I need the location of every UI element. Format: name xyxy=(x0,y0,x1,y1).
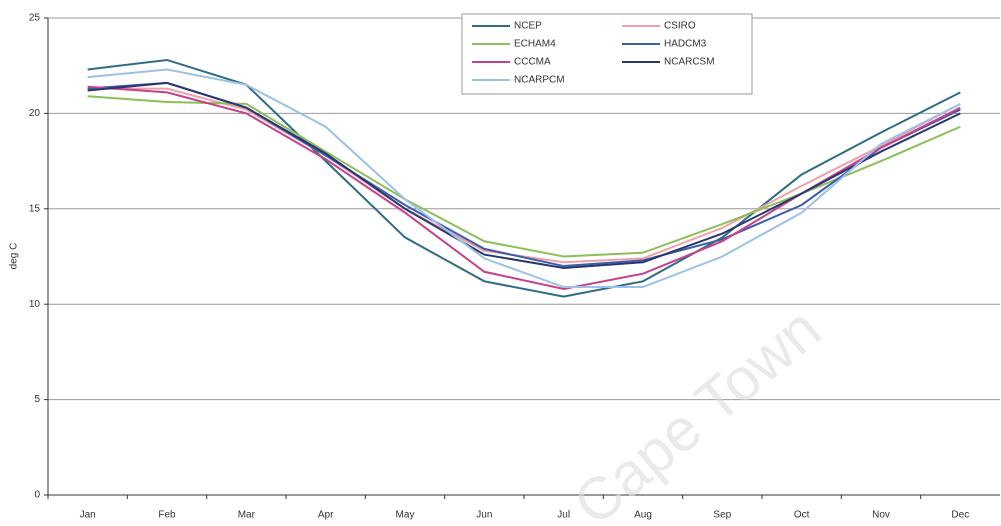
y-axis-label: deg C xyxy=(9,243,20,270)
series-line xyxy=(87,58,961,298)
y-tick-label: 10 xyxy=(29,299,41,310)
series-line xyxy=(87,81,961,268)
y-tick-label: 20 xyxy=(29,108,41,119)
legend-label: NCARCSM xyxy=(664,57,715,68)
y-tick-label: 0 xyxy=(34,490,40,501)
x-tick-label: Jan xyxy=(80,510,96,521)
series-line xyxy=(87,81,961,269)
legend-label: NCEP xyxy=(514,21,542,32)
legend-label: CSIRO xyxy=(664,21,696,32)
x-tick-label: Nov xyxy=(872,510,890,521)
legend-label: ECHAM4 xyxy=(514,39,556,50)
x-tick-label: Feb xyxy=(158,510,176,521)
y-tick-label: 5 xyxy=(34,394,40,405)
x-tick-label: Sep xyxy=(713,510,731,521)
watermark: Cape Town xyxy=(561,295,833,526)
legend-label: NCARPCM xyxy=(514,75,565,86)
legend-label: HADCM3 xyxy=(664,39,707,50)
x-tick-label: Oct xyxy=(794,510,810,521)
y-tick-label: 25 xyxy=(29,13,41,24)
legend-box xyxy=(461,13,753,95)
x-tick-label: Mar xyxy=(238,510,256,521)
y-tick-label: 15 xyxy=(29,203,41,214)
x-tick-label: Jul xyxy=(557,510,570,521)
x-tick-label: Apr xyxy=(318,510,334,521)
legend-label: CCCMA xyxy=(514,57,551,68)
x-tick-label: May xyxy=(396,510,415,521)
series-line xyxy=(87,68,961,289)
x-tick-label: Jun xyxy=(476,510,492,521)
series-line xyxy=(87,87,961,264)
x-tick-label: Dec xyxy=(951,510,969,521)
x-tick-label: Aug xyxy=(634,510,652,521)
